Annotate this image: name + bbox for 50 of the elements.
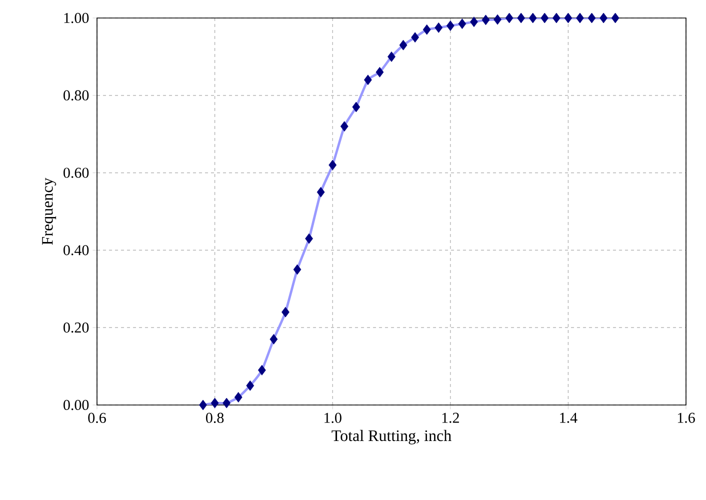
- point: [494, 14, 502, 25]
- point: [222, 398, 231, 408]
- point: [210, 398, 219, 408]
- x-tick-label: 1.4: [560, 412, 578, 423]
- point: [528, 12, 537, 24]
- point: [576, 12, 584, 24]
- point: [540, 12, 549, 24]
- y-tick-label: 0.00: [64, 400, 89, 410]
- point: [282, 306, 290, 318]
- point: [270, 334, 278, 344]
- y-axis-title: Frequency: [42, 178, 56, 245]
- point: [388, 51, 396, 62]
- point: [305, 233, 313, 244]
- point: [364, 74, 372, 86]
- x-tick-label: 1.2: [442, 412, 459, 423]
- point: [611, 12, 620, 24]
- point: [517, 12, 526, 24]
- point: [399, 40, 408, 50]
- point: [446, 20, 454, 31]
- point: [588, 12, 596, 24]
- y-tick-label: 0.80: [64, 90, 89, 100]
- point: [376, 66, 384, 78]
- y-tick-label: 0.20: [64, 322, 89, 333]
- point: [600, 12, 608, 24]
- x-tick-label: 1.0: [324, 412, 342, 423]
- point: [564, 12, 572, 24]
- point: [470, 16, 478, 28]
- point: [199, 400, 207, 410]
- x-tick-label: 0.8: [206, 412, 224, 423]
- point: [340, 121, 348, 132]
- point: [505, 12, 514, 24]
- point: [411, 32, 420, 43]
- point: [258, 364, 266, 376]
- point: [316, 186, 325, 198]
- point: [482, 14, 490, 26]
- point: [234, 392, 242, 402]
- point: [293, 264, 302, 275]
- y-tick-label: 0.60: [64, 168, 89, 178]
- x-tick-label: 1.6: [678, 412, 695, 423]
- x-tick-label: 0.6: [88, 412, 106, 423]
- y-tick-label: 1.00: [64, 12, 89, 24]
- point: [434, 22, 443, 33]
- point: [552, 12, 560, 24]
- point: [328, 160, 337, 170]
- point: [422, 24, 431, 35]
- point: [352, 102, 360, 112]
- x-axis-title: Total Rutting, inch: [332, 430, 452, 444]
- y-tick-label: 0.40: [64, 245, 89, 256]
- point: [246, 380, 254, 391]
- point: [458, 18, 466, 29]
